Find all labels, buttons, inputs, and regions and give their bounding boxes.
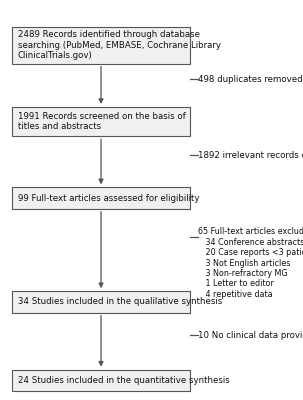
Text: 10 No clinical data provided: 10 No clinical data provided (198, 331, 303, 340)
Text: 1892 irrelevant records excluded: 1892 irrelevant records excluded (198, 151, 303, 160)
Bar (12, 107, 190, 136)
Bar (12, 26, 190, 64)
Bar (12, 187, 190, 209)
Text: 2489 Records identified through database
searching (PubMed, EMBASE, Cochrane Lib: 2489 Records identified through database… (18, 30, 221, 60)
Text: 65 Full-text articles excluded
   34 Conference abstracts
   20 Case reports <3 : 65 Full-text articles excluded 34 Confer… (198, 228, 303, 299)
Text: 34 Studies included in the qualilative synthesis: 34 Studies included in the qualilative s… (18, 298, 222, 306)
Text: 99 Full-text articles assessed for eligibility: 99 Full-text articles assessed for eligi… (18, 194, 199, 202)
Bar (12, 370, 190, 391)
Text: 498 duplicates removed: 498 duplicates removed (198, 75, 302, 84)
Text: 24 Studies included in the quantitative synthesis: 24 Studies included in the quantitative … (18, 376, 230, 385)
Text: 1991 Records screened on the basis of
titles and abstracts: 1991 Records screened on the basis of ti… (18, 112, 186, 131)
Bar (12, 291, 190, 313)
